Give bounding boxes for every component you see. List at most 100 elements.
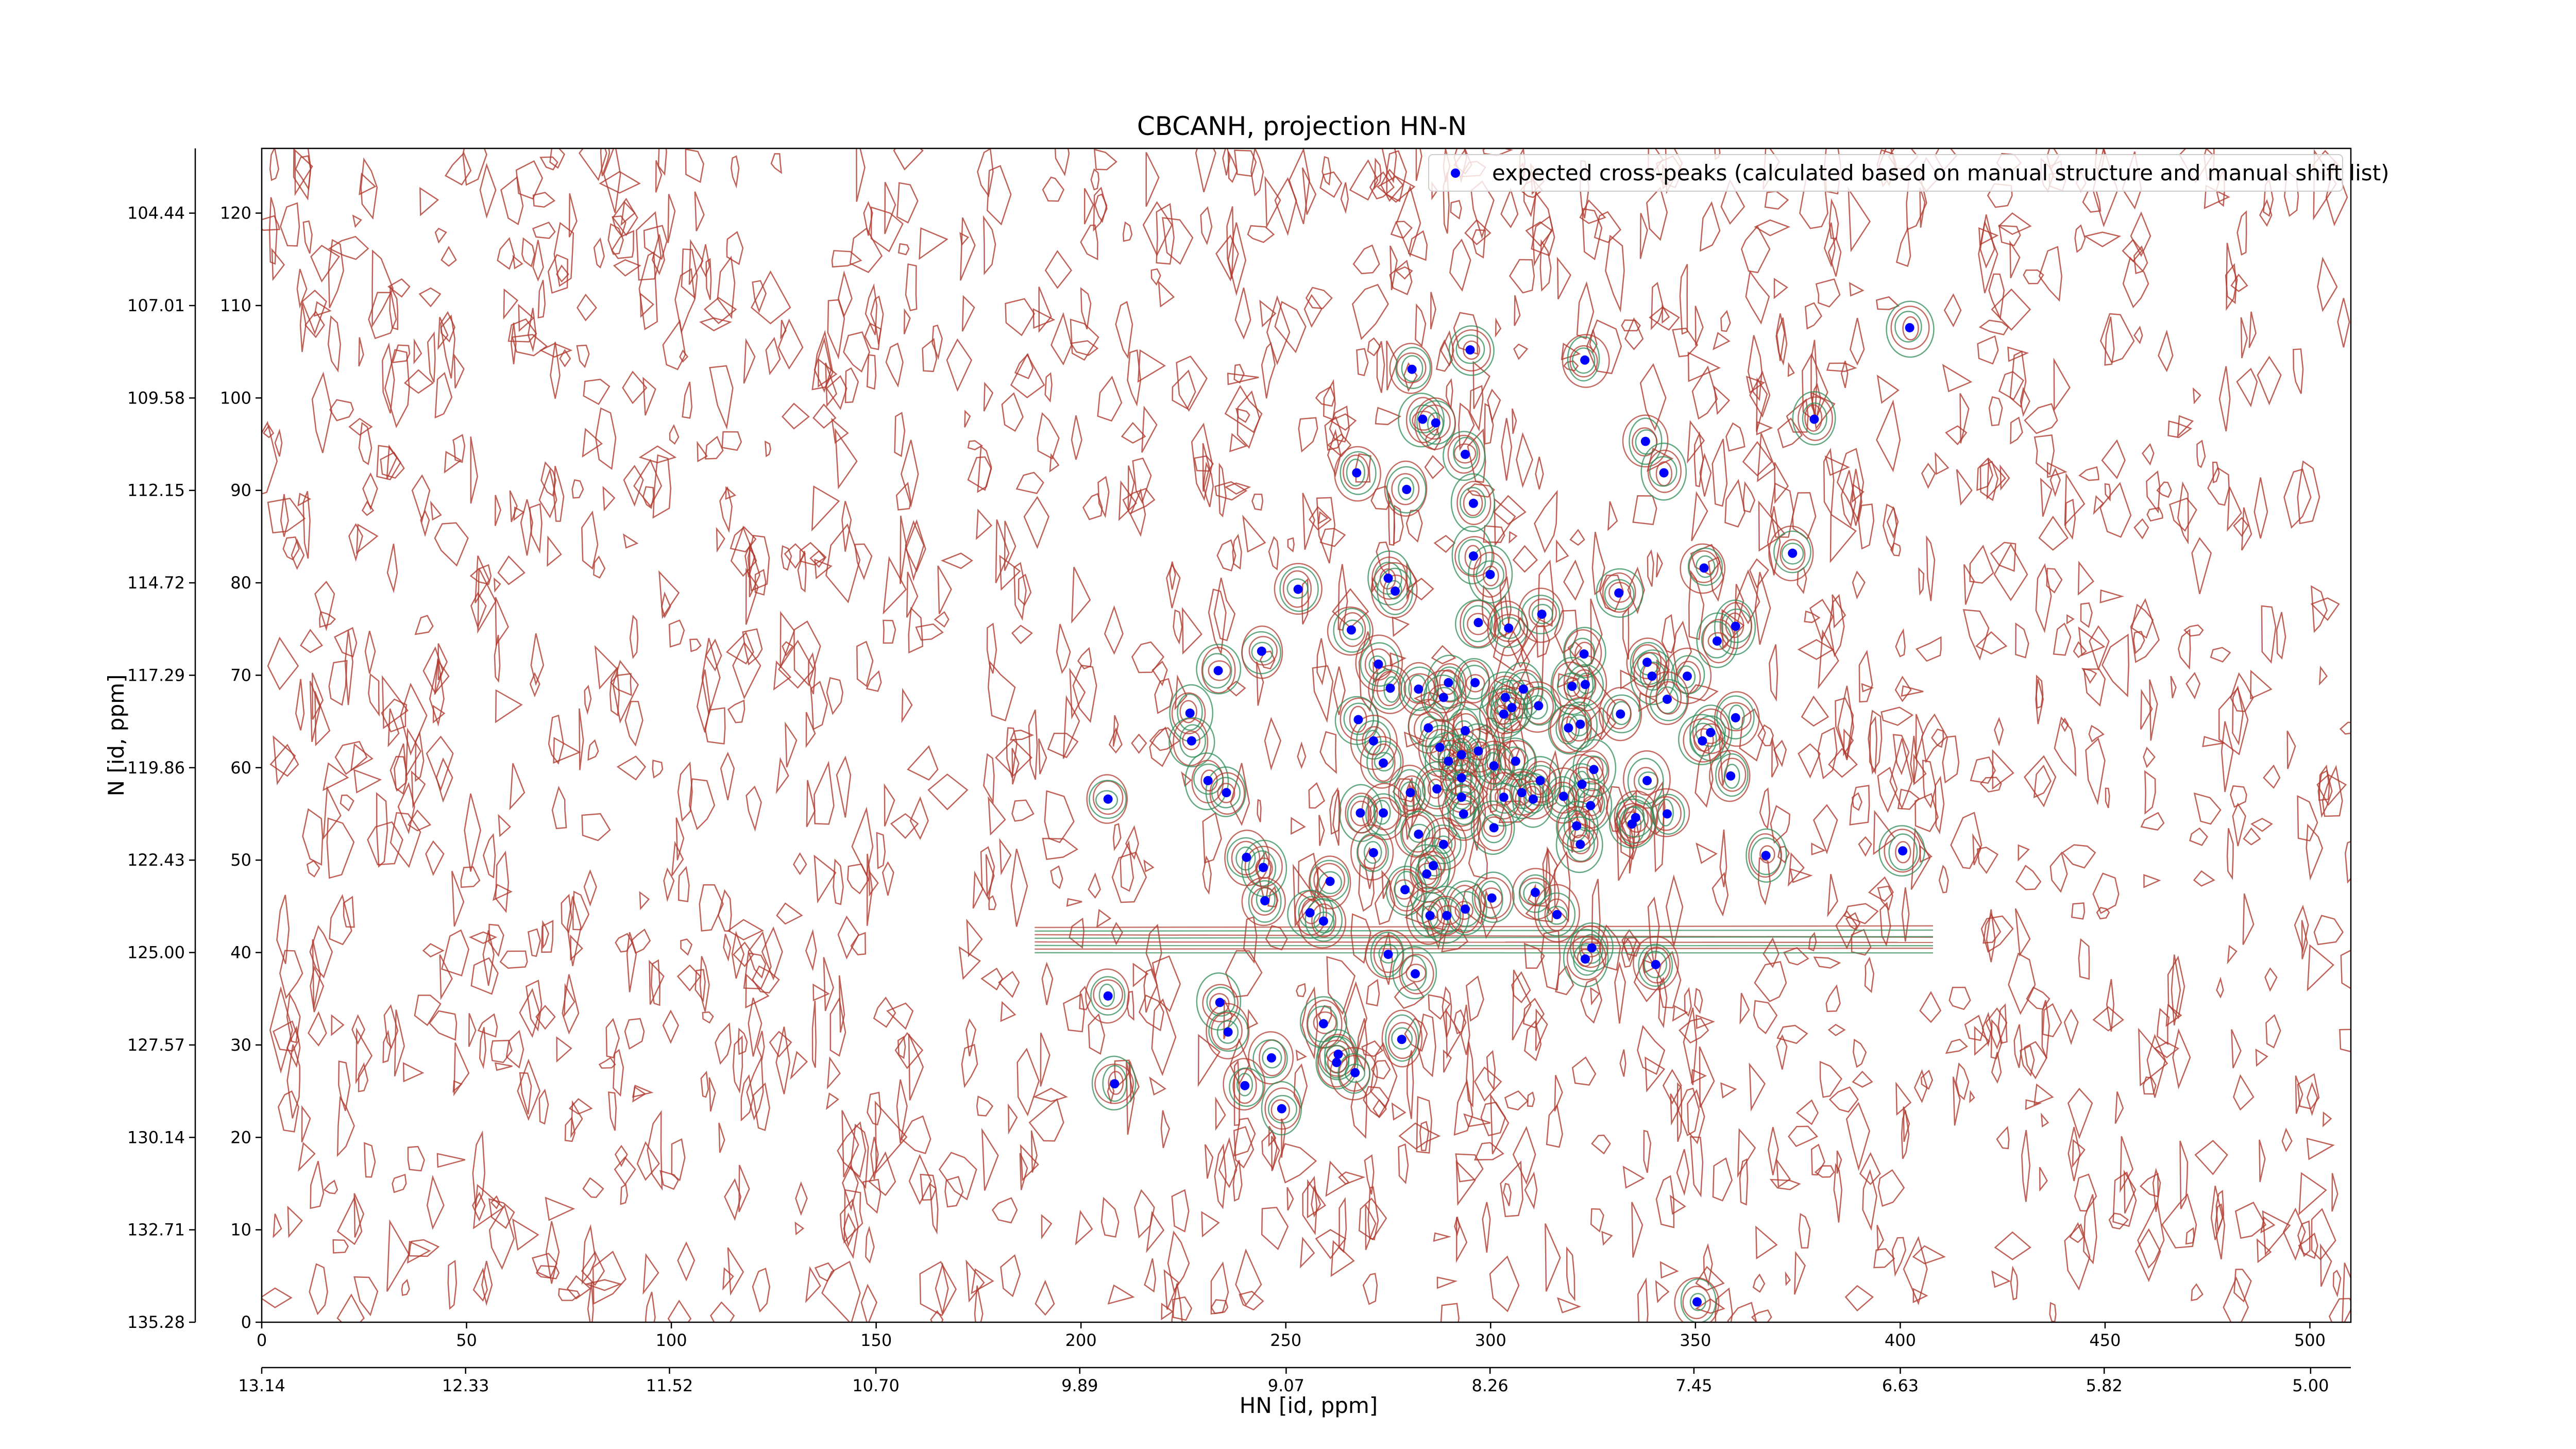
noise-contour: [1757, 433, 1776, 482]
noise-contour: [1556, 1297, 1582, 1313]
noise-contour: [1752, 1273, 1766, 1293]
noise-contour: [1448, 817, 1458, 847]
noise-contour: [658, 570, 680, 619]
noise-contour: [2033, 434, 2055, 476]
noise-contour: [2138, 1027, 2168, 1087]
noise-contour: [717, 256, 736, 319]
noise-contour: [980, 846, 995, 901]
noise-contour: [668, 619, 685, 648]
noise-contour: [402, 1062, 425, 1083]
peak-contour: [1085, 968, 1130, 1024]
noise-contour: [998, 971, 1020, 998]
noise-contour: [894, 412, 906, 458]
noise-contour: [603, 148, 621, 213]
noise-contour: [1921, 463, 1936, 489]
peak-contour: [1108, 1071, 1124, 1095]
noise-contour: [1991, 1052, 2002, 1084]
peak-contour: [1262, 1047, 1282, 1069]
peak-contour: [1483, 816, 1505, 837]
noise-contour: [2013, 1024, 2023, 1068]
legend-box: [1428, 154, 2343, 192]
noise-contour: [1823, 447, 1835, 516]
noise-contour: [1233, 1117, 1256, 1157]
noise-contour: [2191, 1283, 2204, 1302]
noise-contour: [358, 1062, 369, 1092]
noise-contour: [582, 428, 603, 458]
peak-contour: [1902, 316, 1919, 341]
cross-peak: [1586, 801, 1596, 811]
cross-peak: [1631, 813, 1640, 822]
noise-contour: [935, 1262, 949, 1314]
noise-contour: [1920, 1069, 1934, 1090]
noise-contour: [430, 500, 442, 521]
cross-peak: [1489, 761, 1499, 771]
noise-contour: [662, 1009, 680, 1044]
peak-contour: [1173, 718, 1209, 766]
noise-contour: [988, 661, 1016, 722]
peak-contour: [1450, 473, 1496, 532]
noise-contour: [805, 1266, 821, 1303]
cross-peak: [1537, 610, 1547, 619]
noise-contour: [710, 1301, 735, 1322]
noise-contour: [1849, 317, 1865, 366]
y2-tick-label: 125.00: [127, 943, 185, 963]
y2-tick-label: 127.57: [127, 1035, 185, 1055]
noise-contour: [1125, 825, 1139, 860]
peak-contour: [1454, 599, 1501, 649]
noise-contour: [309, 925, 333, 979]
noise-contour: [1827, 873, 1838, 918]
noise-contour: [2328, 1298, 2351, 1322]
x-tick-label: 400: [1885, 1330, 1916, 1350]
noise-contour: [1143, 859, 1155, 872]
noise-contour: [268, 197, 278, 265]
noise-contour: [444, 450, 462, 474]
noise-contour: [1724, 479, 1745, 528]
noise-contour: [1066, 898, 1082, 907]
noise-contour: [1858, 649, 1873, 703]
noise-contour: [636, 1141, 660, 1181]
noise-contour: [964, 410, 971, 428]
noise-contour: [1324, 416, 1344, 451]
noise-contour: [2193, 870, 2215, 887]
noise-contour: [2317, 256, 2338, 312]
peak-contour: [1398, 392, 1445, 448]
cross-peak: [1534, 701, 1544, 711]
noise-contour: [865, 1225, 875, 1264]
noise-contour: [1916, 636, 1942, 662]
noise-contour: [940, 552, 973, 569]
noise-contour: [1994, 1231, 2031, 1260]
noise-contour: [744, 546, 756, 578]
peak-contour: [1555, 816, 1603, 873]
noise-contour: [1624, 317, 1644, 350]
noise-contour: [737, 1027, 748, 1055]
cross-peak: [1432, 784, 1442, 794]
x-tick-label: 50: [456, 1330, 477, 1350]
peak-contour: [1381, 1009, 1423, 1068]
noise-contour: [2009, 240, 2021, 279]
noise-contour: [1213, 578, 1236, 642]
noise-contour: [1127, 349, 1142, 407]
noise-contour: [1131, 733, 1147, 754]
noise-contour: [1442, 986, 1452, 1038]
noise-contour: [2142, 443, 2155, 466]
noise-contour: [958, 946, 981, 980]
noise-contour: [556, 264, 569, 283]
peak-contour: [1616, 795, 1654, 838]
peak-contour: [1171, 692, 1206, 734]
peak-contour: [1208, 660, 1231, 681]
peak-contour: [1693, 728, 1714, 752]
noise-contour: [1108, 727, 1123, 754]
noise-contour: [432, 704, 446, 724]
peak-contour: [1299, 996, 1347, 1049]
noise-contour: [643, 225, 668, 260]
noise-contour: [1776, 313, 1786, 361]
noise-contour: [1753, 1000, 1778, 1035]
ridge-contour: [1035, 936, 1934, 939]
cross-peak: [1499, 793, 1509, 802]
noise-contour: [944, 1175, 964, 1208]
cross-peak: [1614, 588, 1624, 598]
noise-contour: [2099, 482, 2132, 538]
noise-contour: [1986, 909, 1996, 963]
noise-contour: [2276, 612, 2286, 660]
noise-contour: [1581, 208, 1603, 261]
